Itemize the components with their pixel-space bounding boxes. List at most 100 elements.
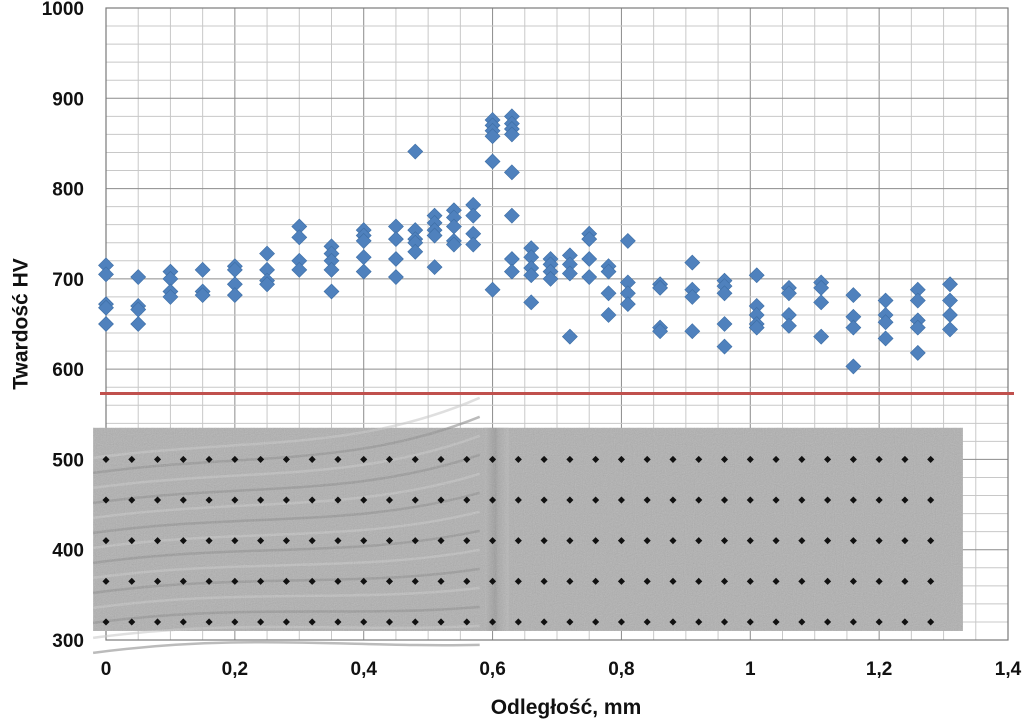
indent-mark <box>463 537 471 545</box>
indent-mark <box>798 618 806 626</box>
indent-mark <box>385 577 394 585</box>
indent-mark <box>231 577 239 585</box>
indent-mark <box>128 537 136 545</box>
data-point <box>581 269 598 285</box>
indent-mark <box>901 455 909 463</box>
indent-mark <box>463 455 471 463</box>
indent-mark <box>489 577 497 585</box>
data-point <box>942 307 958 323</box>
indent-mark <box>772 537 780 545</box>
data-point <box>162 288 179 305</box>
indent-mark <box>514 455 522 463</box>
data-point <box>652 279 669 296</box>
indent-mark <box>308 537 316 545</box>
indent-mark <box>824 618 832 626</box>
data-point <box>942 276 958 293</box>
indent-mark <box>772 577 780 585</box>
indent-mark <box>257 496 265 504</box>
data-point <box>684 288 701 305</box>
data-point <box>523 294 540 311</box>
data-point <box>600 307 617 323</box>
data-point <box>426 259 443 276</box>
data-point <box>259 245 275 262</box>
data-point <box>581 251 598 267</box>
x-tick-label: 1 <box>745 659 756 680</box>
indent-mark <box>798 496 806 504</box>
data-point <box>942 321 958 338</box>
indent-mark <box>772 496 780 504</box>
indent-mark <box>334 455 342 463</box>
indent-mark <box>128 577 136 585</box>
indent-mark <box>720 455 729 463</box>
data-point <box>445 236 462 253</box>
micrograph-flow-line <box>92 640 480 655</box>
indent-mark <box>437 496 445 504</box>
data-point <box>291 261 308 278</box>
indent-mark <box>875 577 883 585</box>
indent-mark <box>385 537 394 545</box>
data-point <box>130 269 147 285</box>
indent-mark <box>385 496 394 504</box>
indent-mark <box>566 537 574 545</box>
indent-mark <box>824 496 832 504</box>
data-point <box>445 218 462 235</box>
indent-mark <box>179 496 187 504</box>
data-point <box>813 328 830 345</box>
indent-mark <box>411 618 419 626</box>
indent-mark <box>179 618 187 626</box>
indent-mark <box>154 577 162 585</box>
data-point <box>388 269 404 285</box>
data-point <box>407 243 424 260</box>
indent-mark <box>927 577 935 585</box>
y-tick-label: 400 <box>52 541 84 562</box>
indent-mark <box>179 577 187 585</box>
data-point <box>845 358 862 375</box>
indent-mark <box>617 618 625 626</box>
indent-mark <box>566 496 574 504</box>
indent-mark <box>463 618 471 626</box>
data-point <box>523 267 540 284</box>
data-point <box>684 254 701 271</box>
micrograph-image <box>92 396 963 655</box>
data-markers <box>98 108 958 375</box>
indent-mark <box>540 537 548 545</box>
indent-mark <box>798 537 806 545</box>
data-point <box>465 236 482 253</box>
indent-mark <box>849 537 857 545</box>
indent-mark <box>695 577 703 585</box>
indent-mark <box>927 455 935 463</box>
y-tick-label: 300 <box>52 631 84 652</box>
data-point <box>98 266 114 283</box>
indent-mark <box>360 455 368 463</box>
indent-mark <box>540 618 548 626</box>
data-point <box>748 319 765 336</box>
data-point <box>781 317 797 334</box>
indent-mark <box>102 455 110 463</box>
indent-mark <box>437 577 445 585</box>
indent-mark <box>643 577 651 585</box>
indent-mark <box>334 537 342 545</box>
x-tick-label: 0,6 <box>479 659 505 680</box>
indent-mark <box>514 577 522 585</box>
data-point <box>98 316 114 332</box>
data-point <box>600 263 617 280</box>
indent-mark <box>875 455 883 463</box>
indent-mark <box>875 618 883 626</box>
indent-mark <box>257 618 265 626</box>
indent-mark <box>411 537 419 545</box>
data-point <box>561 265 578 282</box>
indent-mark <box>102 618 110 626</box>
indent-mark <box>437 618 445 626</box>
indent-mark <box>927 537 935 545</box>
data-point <box>542 270 559 287</box>
data-point <box>748 267 765 284</box>
indent-mark <box>849 496 857 504</box>
indent-mark <box>592 496 600 504</box>
indent-mark <box>720 537 729 545</box>
indent-mark <box>411 455 419 463</box>
indent-mark <box>669 577 677 585</box>
indent-mark <box>205 537 213 545</box>
indent-mark <box>901 577 909 585</box>
data-point <box>845 319 862 336</box>
data-point <box>503 263 520 280</box>
